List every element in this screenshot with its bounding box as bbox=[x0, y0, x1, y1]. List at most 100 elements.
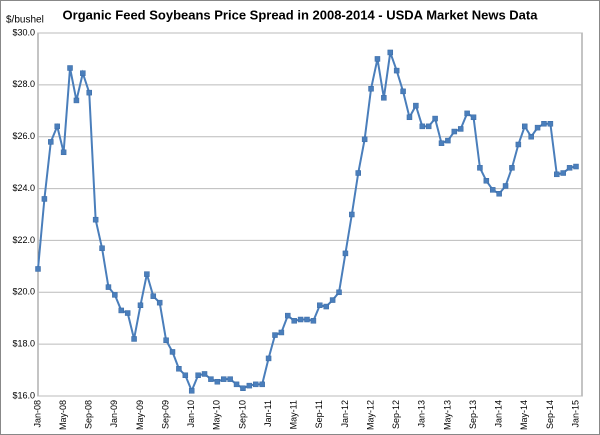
data-point bbox=[336, 289, 342, 296]
x-tick-label: Jan-08 bbox=[32, 400, 42, 428]
y-tick-label: $20.0 bbox=[12, 287, 35, 297]
data-point bbox=[445, 137, 451, 144]
data-point bbox=[515, 141, 522, 148]
data-point bbox=[451, 128, 458, 135]
data-point bbox=[163, 337, 169, 344]
data-point bbox=[92, 216, 99, 223]
data-point bbox=[310, 318, 317, 324]
x-tick-label: May-08 bbox=[58, 400, 68, 430]
data-point bbox=[73, 97, 80, 104]
data-point bbox=[464, 110, 470, 117]
x-tick-label: May-13 bbox=[442, 400, 452, 430]
data-point bbox=[227, 376, 233, 382]
data-point bbox=[413, 102, 419, 109]
data-point bbox=[432, 115, 438, 122]
data-point bbox=[150, 293, 157, 299]
data-point bbox=[304, 316, 310, 323]
data-point bbox=[342, 250, 349, 257]
data-point bbox=[566, 165, 573, 171]
data-point bbox=[118, 307, 125, 314]
x-tick-label: Jan-12 bbox=[340, 400, 350, 428]
data-point bbox=[560, 170, 566, 176]
data-point bbox=[285, 312, 291, 319]
data-point bbox=[483, 178, 490, 184]
data-point bbox=[361, 136, 368, 143]
x-tick-label: Jan-13 bbox=[417, 400, 427, 428]
data-point bbox=[80, 70, 86, 76]
data-point bbox=[425, 123, 432, 130]
data-point bbox=[470, 114, 477, 121]
y-tick-label: $18.0 bbox=[12, 339, 35, 349]
data-point bbox=[67, 65, 73, 71]
plot-area bbox=[37, 32, 583, 397]
data-point bbox=[355, 170, 361, 176]
data-point bbox=[393, 67, 400, 74]
data-point bbox=[317, 302, 323, 308]
data-point bbox=[368, 85, 374, 92]
data-point bbox=[502, 183, 509, 189]
data-point bbox=[522, 123, 528, 130]
y-tick-label: $26.0 bbox=[12, 131, 35, 141]
data-point bbox=[86, 89, 92, 96]
data-point bbox=[381, 95, 387, 101]
data-point bbox=[323, 303, 329, 310]
x-tick-label: Jan-09 bbox=[109, 400, 119, 428]
data-point bbox=[278, 329, 285, 336]
data-point bbox=[265, 355, 272, 362]
x-tick-label: May-14 bbox=[519, 400, 529, 430]
x-tick-label: Sep-08 bbox=[84, 400, 94, 429]
y-tick-label: $22.0 bbox=[12, 235, 35, 245]
data-point bbox=[131, 336, 137, 342]
data-point bbox=[541, 121, 547, 127]
data-point bbox=[291, 318, 297, 324]
x-tick-label: Jan-15 bbox=[570, 400, 580, 428]
y-tick-label: $24.0 bbox=[12, 183, 35, 193]
data-point bbox=[41, 196, 48, 202]
data-point bbox=[374, 56, 381, 62]
data-point bbox=[528, 133, 534, 140]
y-tick-label: $16.0 bbox=[12, 390, 35, 400]
data-point bbox=[156, 299, 163, 306]
data-point bbox=[54, 123, 60, 130]
x-tick-label: Sep-09 bbox=[160, 400, 170, 429]
data-point bbox=[253, 381, 259, 388]
data-point bbox=[329, 297, 336, 303]
data-point bbox=[246, 382, 253, 389]
data-point bbox=[169, 349, 176, 355]
x-tick-label: Jan-14 bbox=[494, 400, 504, 428]
data-point bbox=[406, 114, 413, 121]
chart-title: Organic Feed Soybeans Price Spread in 20… bbox=[63, 7, 539, 22]
data-point bbox=[272, 332, 278, 338]
data-point bbox=[60, 149, 67, 156]
data-point bbox=[208, 376, 214, 382]
data-point bbox=[534, 124, 541, 131]
data-point bbox=[220, 376, 227, 382]
x-tick-label: Sep-12 bbox=[391, 400, 401, 429]
data-point bbox=[195, 372, 201, 379]
x-tick-label: Sep-11 bbox=[314, 400, 324, 428]
x-tick-label: May-09 bbox=[135, 400, 145, 430]
y-tick-label: $28.0 bbox=[12, 79, 35, 89]
data-point bbox=[400, 88, 406, 95]
data-point bbox=[457, 126, 464, 132]
data-point bbox=[259, 381, 265, 388]
y-axis-label: $/bushel bbox=[6, 15, 44, 26]
x-tick-label: May-12 bbox=[365, 400, 375, 430]
data-point bbox=[240, 385, 246, 391]
data-point bbox=[554, 171, 560, 178]
data-point bbox=[438, 140, 445, 146]
x-tick-label: Sep-13 bbox=[468, 400, 478, 429]
data-point bbox=[176, 366, 182, 372]
data-point bbox=[477, 165, 483, 171]
data-point bbox=[144, 271, 150, 277]
data-point bbox=[201, 371, 208, 377]
data-point bbox=[509, 165, 515, 171]
data-point bbox=[233, 381, 240, 388]
x-tick-label: Sep-14 bbox=[545, 400, 555, 429]
data-point bbox=[105, 284, 112, 290]
data-point bbox=[124, 310, 131, 316]
data-point bbox=[214, 378, 221, 385]
data-point bbox=[188, 388, 195, 394]
